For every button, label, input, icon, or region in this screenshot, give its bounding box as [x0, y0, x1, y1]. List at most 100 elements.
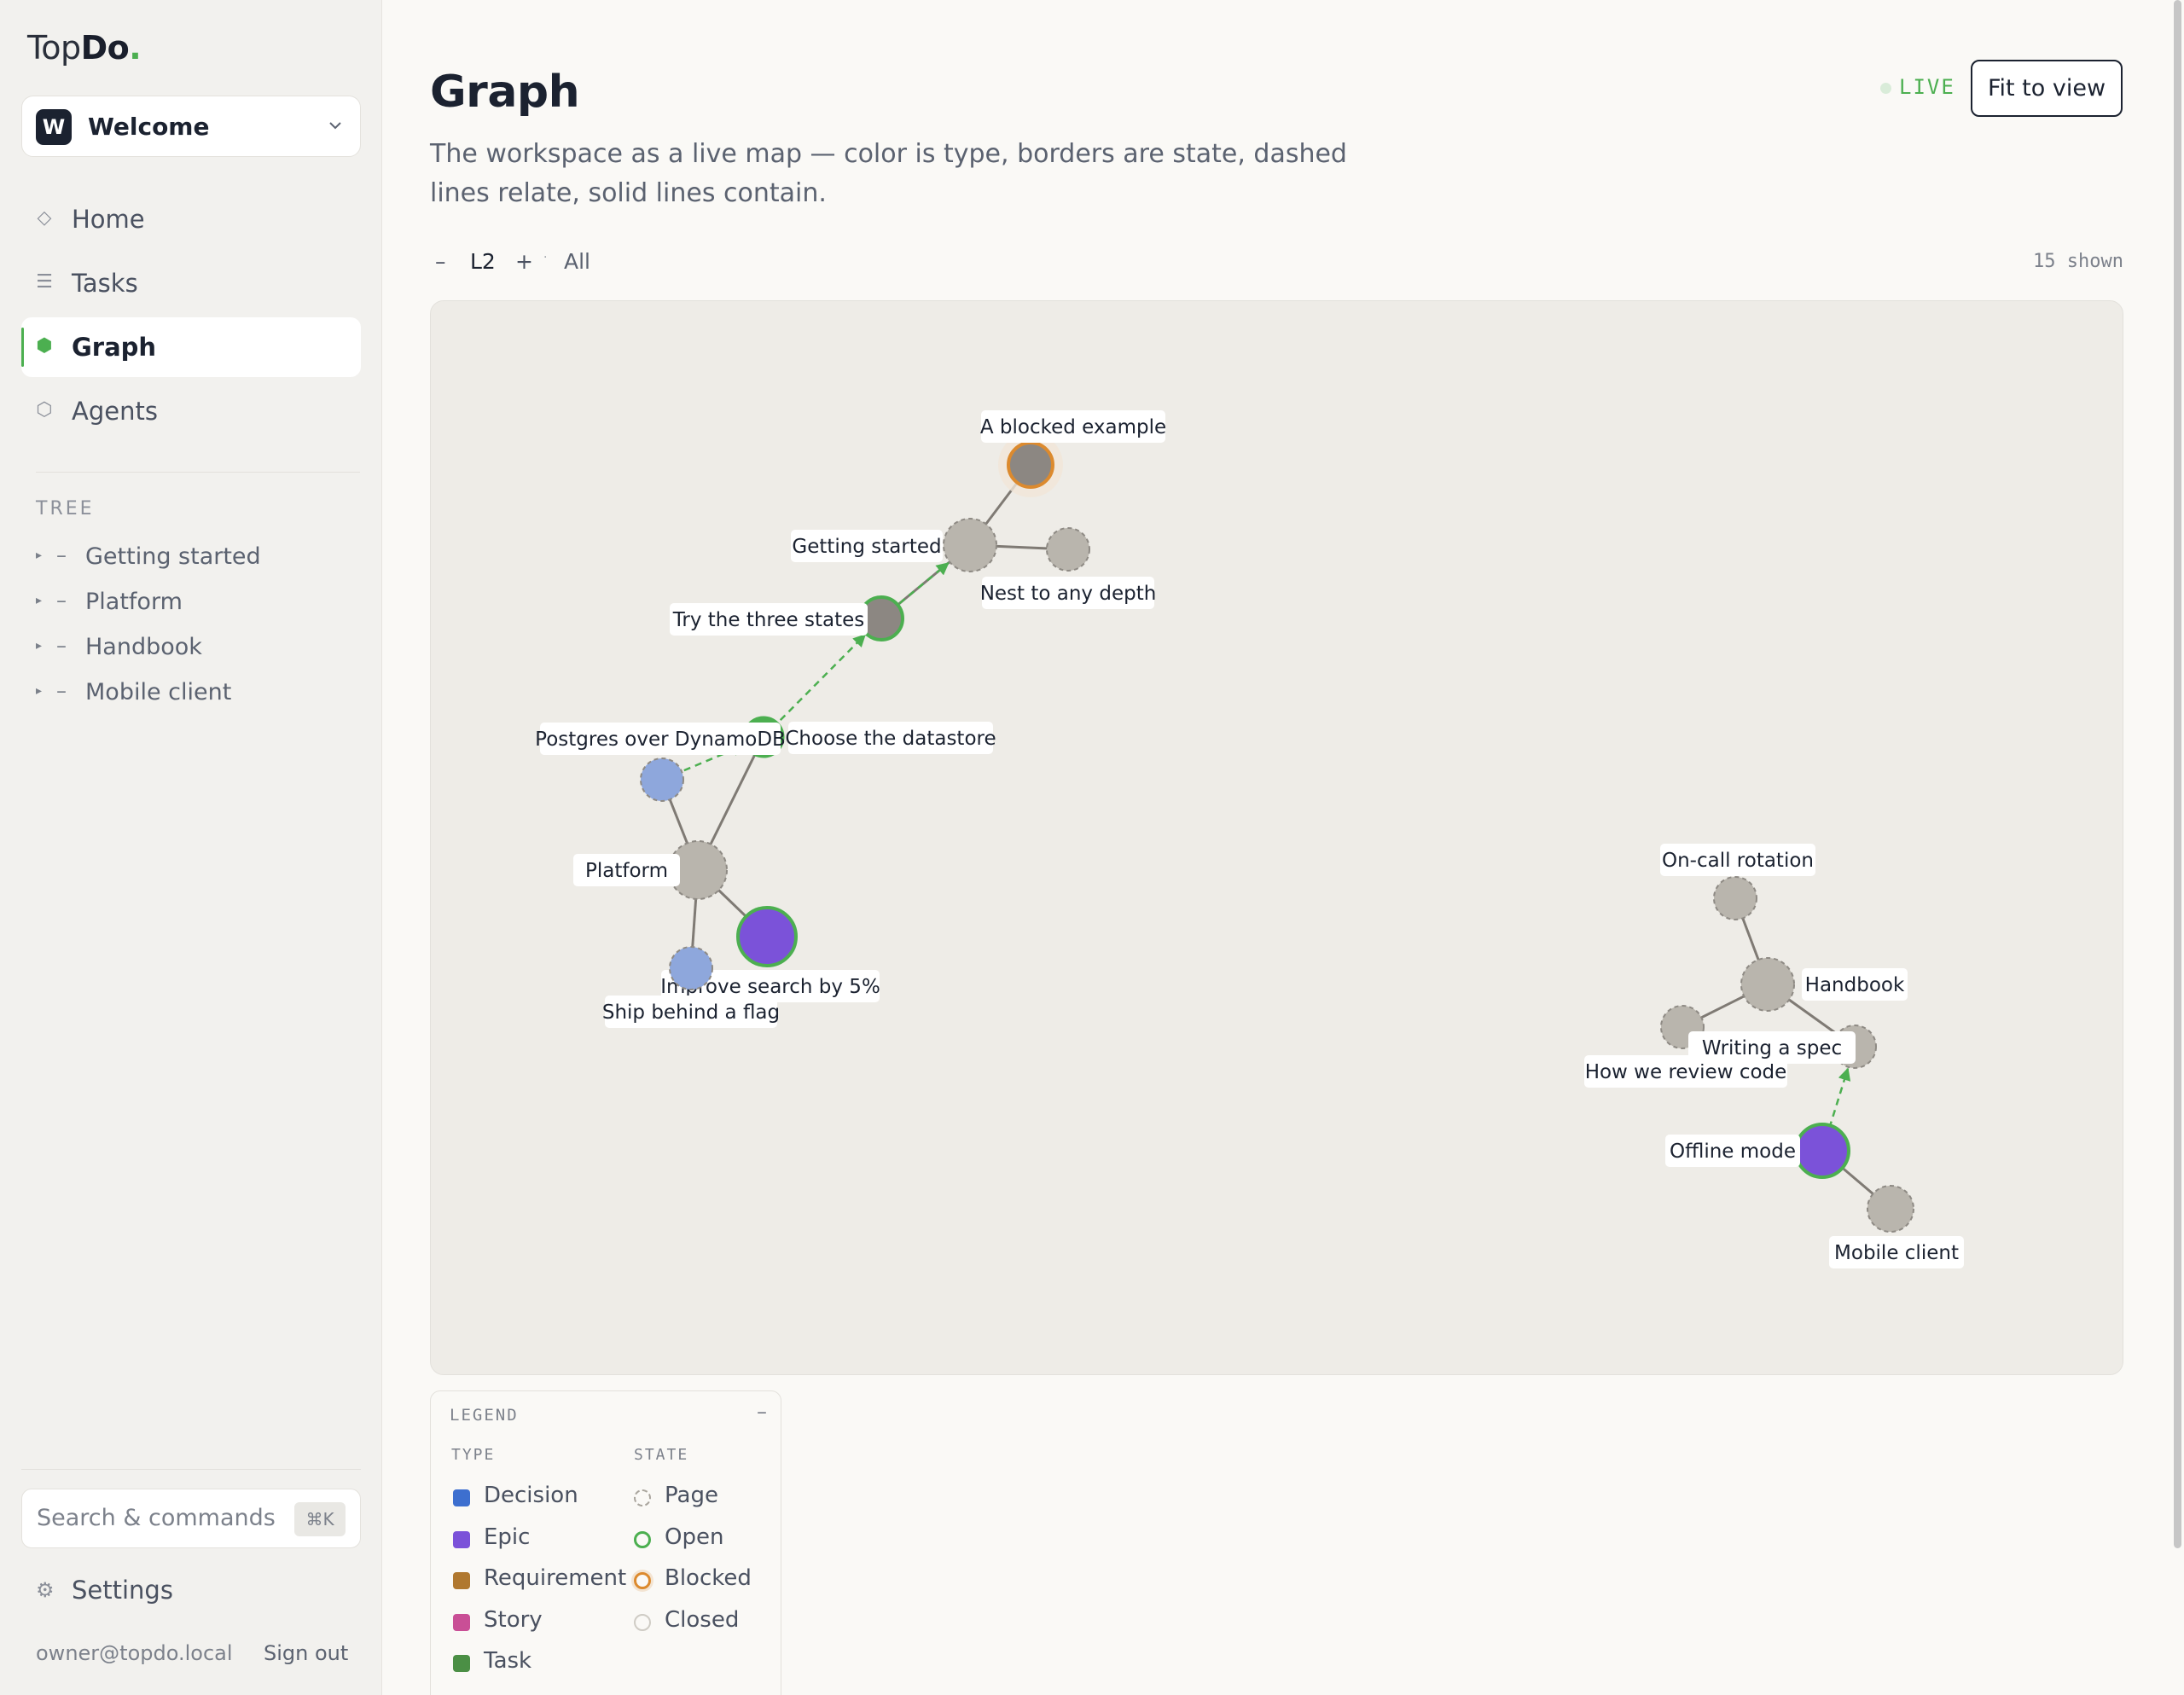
node-label: Nest to any depth: [980, 583, 1157, 605]
sign-out-link[interactable]: Sign out: [264, 1641, 349, 1665]
node-circle[interactable]: [1046, 527, 1090, 572]
graph-node-nest[interactable]: Nest to any depth: [980, 527, 1157, 609]
expand-arrow-icon[interactable]: ▸: [36, 594, 43, 607]
graph-node-three[interactable]: Try the three states: [670, 595, 904, 641]
brand-logo[interactable]: TopDo.: [27, 29, 142, 67]
graph-node-offline[interactable]: Offline mode: [1665, 1123, 1850, 1179]
node-label: Mobile client: [1834, 1242, 1959, 1264]
node-label: Offline mode: [1670, 1141, 1796, 1163]
tree-item-label: Platform: [85, 589, 183, 615]
sidebar: TopDo. W Welcome ◇ Home ☰ Tasks ⬢ Graph …: [0, 0, 382, 1695]
nav-item-graph[interactable]: ⬢ Graph: [21, 317, 361, 377]
node-circle[interactable]: [943, 518, 997, 572]
tree-heading: TREE: [36, 498, 95, 520]
node-label-bg: [1665, 1135, 1800, 1167]
legend-label: Story: [484, 1607, 543, 1633]
nav-item-home[interactable]: ◇ Home: [21, 189, 361, 249]
node-circle[interactable]: [1867, 1185, 1914, 1233]
workspace-avatar: W: [36, 109, 72, 145]
tree-item-handbook[interactable]: ▸ – Handbook: [36, 630, 360, 665]
page-state-icon: [634, 1489, 651, 1506]
node-circle[interactable]: [1740, 957, 1795, 1012]
graph-edges: [660, 464, 1891, 1210]
node-label-bg: [573, 854, 680, 886]
settings-link[interactable]: ⚙ Settings: [36, 1574, 360, 1608]
nav-item-label: Home: [72, 205, 145, 234]
fit-to-view-button[interactable]: Fit to view: [1971, 60, 2123, 117]
page-title: Graph: [430, 67, 580, 118]
tree-item-label: Getting started: [85, 543, 261, 570]
node-label-bg: [982, 577, 1154, 609]
node-label-bg: [788, 722, 993, 754]
nav-item-agents[interactable]: ⬡ Agents: [21, 381, 361, 441]
node-label: On-call rotation: [1662, 850, 1814, 872]
expand-arrow-icon[interactable]: ▸: [36, 549, 43, 562]
workspace-switcher[interactable]: W Welcome: [21, 96, 361, 157]
workspace-name: Welcome: [88, 113, 210, 141]
hexagon-icon: ⬢: [36, 335, 53, 357]
node-label: Choose the datastore: [785, 728, 996, 750]
brand-dot: .: [129, 29, 142, 67]
graph-canvas[interactable]: A blocked example Getting started Nest to …: [430, 300, 2123, 1375]
node-circle[interactable]: [640, 758, 684, 802]
node-label-bg: [605, 996, 777, 1028]
depth-level: L2: [470, 249, 496, 274]
gear-icon: ⚙: [36, 1578, 55, 1602]
nav-item-tasks[interactable]: ☰ Tasks: [21, 253, 361, 313]
node-label-bg: [791, 530, 943, 562]
live-dot-icon: [1880, 83, 1891, 94]
node-label-bg: [1802, 968, 1908, 1001]
graph-node-handbook[interactable]: Handbook: [1740, 957, 1908, 1012]
node-circle[interactable]: [1794, 1123, 1850, 1179]
graph-node-platform[interactable]: Platform: [573, 840, 728, 900]
expand-arrow-icon[interactable]: ▸: [36, 639, 43, 653]
node-circle[interactable]: [669, 946, 713, 990]
graph-node-oncall[interactable]: On-call rotation: [1660, 844, 1815, 920]
depth-increase-button[interactable]: +: [515, 249, 533, 274]
live-label: LIVE: [1899, 75, 1955, 99]
tree-item-mobile-client[interactable]: ▸ – Mobile client: [36, 676, 360, 710]
brand-part-1: Top: [27, 29, 81, 67]
node-label: Postgres over DynamoDB: [535, 729, 786, 751]
node-label: Handbook: [1805, 974, 1905, 996]
depth-decrease-button[interactable]: –: [435, 249, 446, 274]
graph-node-flag[interactable]: Ship behind a flag: [602, 946, 780, 1028]
graph-node-blocked[interactable]: A blocked example: [980, 410, 1166, 497]
sidebar-divider: [21, 1469, 361, 1470]
node-circle[interactable]: [736, 906, 798, 967]
diamond-icon: ◇: [37, 207, 52, 229]
node-label: Getting started: [792, 536, 941, 558]
node-label-bg: [1829, 1236, 1964, 1268]
node-circle[interactable]: [1713, 876, 1757, 920]
legend-collapse-button[interactable]: –: [757, 1400, 767, 1424]
node-circle[interactable]: [668, 840, 728, 900]
graph-node-mobile[interactable]: Mobile client: [1829, 1185, 1964, 1268]
decision-swatch: [453, 1489, 470, 1506]
expand-arrow-icon[interactable]: ▸: [36, 684, 43, 698]
graph-node-postgres[interactable]: Postgres over DynamoDB: [535, 723, 786, 802]
depth-all-button[interactable]: All: [564, 249, 590, 274]
tree-item-getting-started[interactable]: ▸ – Getting started: [36, 540, 360, 574]
nav-item-label: Tasks: [72, 269, 138, 298]
graph-edge-datastore-three: [763, 634, 867, 738]
tree-item-label: Handbook: [85, 634, 202, 660]
node-label: A blocked example: [980, 416, 1166, 438]
node-label: Writing a spec: [1702, 1037, 1842, 1059]
legend-label: Blocked: [665, 1565, 752, 1591]
dash-icon: –: [56, 589, 67, 612]
hexagon-outline-icon: ⬡: [36, 399, 53, 421]
graph-node-getting[interactable]: Getting started: [791, 518, 997, 572]
nav-item-label: Agents: [72, 397, 158, 426]
tree-item-platform[interactable]: ▸ – Platform: [36, 585, 360, 619]
page-scrollbar[interactable]: [2174, 0, 2181, 1548]
search-input[interactable]: Search & commands ⌘K: [21, 1489, 361, 1548]
graph-svg[interactable]: A blocked example Getting started Nest to …: [431, 301, 2123, 1375]
shortcut-badge: ⌘K: [294, 1502, 346, 1536]
graph-node-spec[interactable]: Writing a spec: [1688, 1025, 1877, 1069]
settings-label: Settings: [72, 1576, 173, 1605]
closed-state-icon: [634, 1614, 651, 1631]
node-label: Ship behind a flag: [602, 1001, 780, 1024]
node-label-bg: [981, 410, 1165, 443]
depth-separator: ·: [543, 251, 548, 264]
node-circle[interactable]: [1007, 441, 1054, 489]
